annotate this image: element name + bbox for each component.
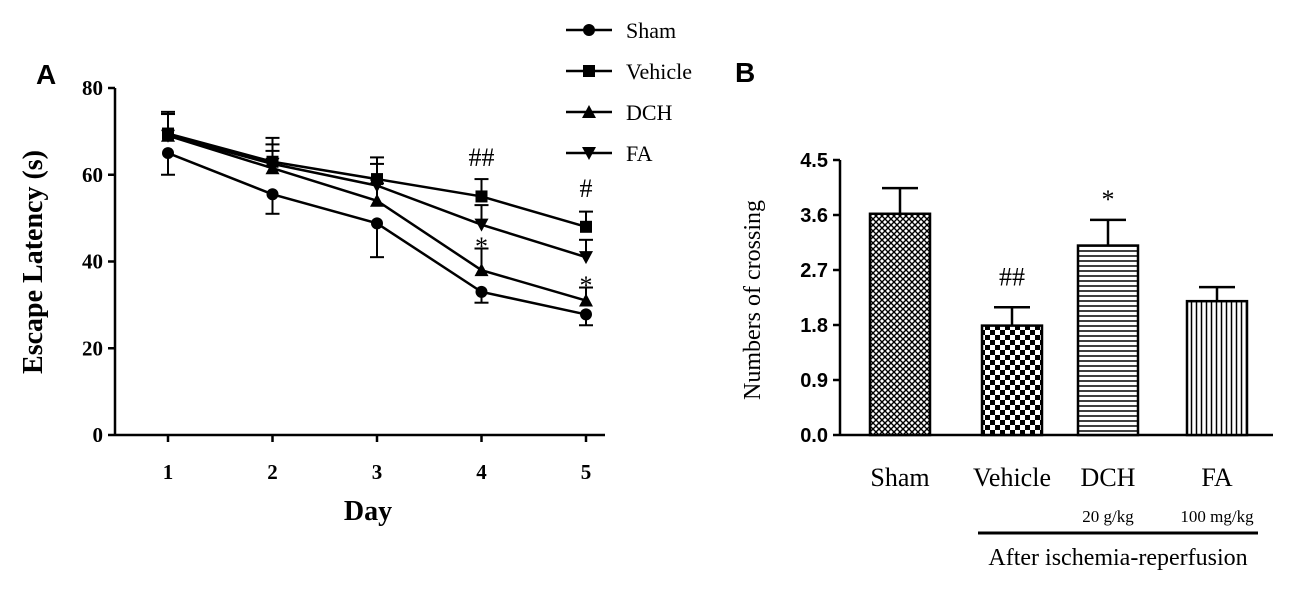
x-tick-label: 5 [581, 460, 592, 484]
legend-label: FA [626, 141, 653, 166]
significance-marker: # [580, 174, 593, 203]
data-point [475, 285, 488, 298]
category-label: Sham [870, 463, 929, 492]
category-label: Vehicle [973, 463, 1051, 492]
data-point [371, 217, 383, 230]
data-point [579, 251, 593, 265]
series-fa [161, 113, 593, 265]
dose-label: 20 g/kg [1082, 507, 1134, 526]
legend-entry-dch: DCH [566, 100, 673, 125]
significance-marker: * [580, 271, 593, 300]
y-tick-label: 1.8 [800, 315, 828, 337]
panel-b-bars [868, 186, 1249, 437]
data-point [265, 157, 280, 171]
legend-label: DCH [626, 100, 673, 125]
panel-a-y-axis-title: Escape Latency (s) [18, 150, 49, 374]
x-tick-label: 3 [372, 460, 383, 484]
legend-entry-sham: Sham [566, 18, 676, 43]
y-tick-label: 0.9 [800, 370, 828, 392]
significance-marker: * [1102, 185, 1115, 214]
y-tick-label: 40 [82, 250, 103, 274]
category-label: DCH [1081, 463, 1136, 492]
y-tick-label: 80 [82, 76, 103, 100]
panel-b-category-labels: Sham Vehicle DCH 20 g/kg FA 100 mg/kg [870, 463, 1254, 526]
legend-marker [582, 105, 596, 118]
x-tick-label: 1 [163, 460, 174, 484]
y-tick-label: 2.7 [800, 260, 828, 282]
panel-a-line-chart: A 0 20 40 60 80 1 2 3 4 5 Escape Latency (s) Day… [18, 18, 692, 527]
data-point [579, 293, 593, 307]
y-tick-label: 60 [82, 163, 103, 187]
y-tick-label: 0.0 [800, 425, 828, 447]
data-point [370, 193, 384, 207]
panel-a-series [161, 110, 593, 327]
data-point [580, 308, 592, 321]
data-point [474, 218, 489, 232]
data-point [475, 190, 488, 203]
data-point [474, 263, 489, 277]
y-tick-label: 0 [93, 423, 104, 447]
significance-marker: ## [469, 143, 495, 172]
bar-vehicle [980, 306, 1044, 437]
panel-a-annotations: ## * # * [469, 143, 593, 300]
category-label: FA [1201, 463, 1233, 492]
panel-b-y-ticks: 0.0 0.9 1.8 2.7 3.6 4.5 [800, 150, 840, 447]
x-tick-label: 4 [476, 460, 487, 484]
significance-marker: * [475, 232, 488, 261]
bar [1076, 244, 1140, 437]
panel-b-bar-chart: B Numbers of crossing 0.0 0.9 1.8 2.7 3.6 4.5… [735, 57, 1273, 571]
y-tick-label: 4.5 [800, 150, 828, 172]
legend-entry-fa: FA [566, 141, 653, 166]
series-sham [161, 147, 593, 327]
panel-b-annotations: ## * [999, 185, 1115, 291]
x-tick-label: 2 [267, 460, 278, 484]
bar [1185, 299, 1249, 437]
data-point [266, 188, 279, 201]
data-point [162, 147, 174, 160]
significance-marker: ## [999, 262, 1025, 291]
bar-fa [1185, 285, 1249, 437]
data-point [580, 220, 592, 233]
legend-entry-vehicle: Vehicle [566, 59, 692, 84]
legend-marker [583, 24, 595, 36]
data-point [161, 129, 175, 143]
dose-label: 100 mg/kg [1180, 507, 1254, 526]
y-tick-label: 3.6 [800, 205, 828, 227]
panel-a-x-ticks: 1 2 3 4 5 [163, 435, 592, 484]
data-point [370, 179, 384, 193]
panel-a-legend: Sham Vehicle DCH FA [566, 18, 692, 166]
legend-label: Sham [626, 18, 676, 43]
panel-a-x-axis-title: Day [344, 496, 392, 527]
y-tick-label: 20 [82, 336, 103, 360]
bar-dch [1076, 218, 1140, 437]
panel-b-label: B [735, 57, 755, 88]
panel-b-y-axis-title: Numbers of crossing [740, 200, 766, 400]
legend-marker [582, 147, 596, 160]
legend-marker [583, 65, 595, 77]
bar [868, 212, 932, 437]
group-bracket-label: After ischemia-reperfusion [988, 545, 1247, 571]
panel-a-label: A [36, 59, 56, 90]
legend-label: Vehicle [626, 59, 692, 84]
bar [980, 324, 1044, 437]
panel-a-y-ticks: 0 20 40 60 80 [82, 76, 115, 447]
bar-sham [868, 186, 932, 437]
